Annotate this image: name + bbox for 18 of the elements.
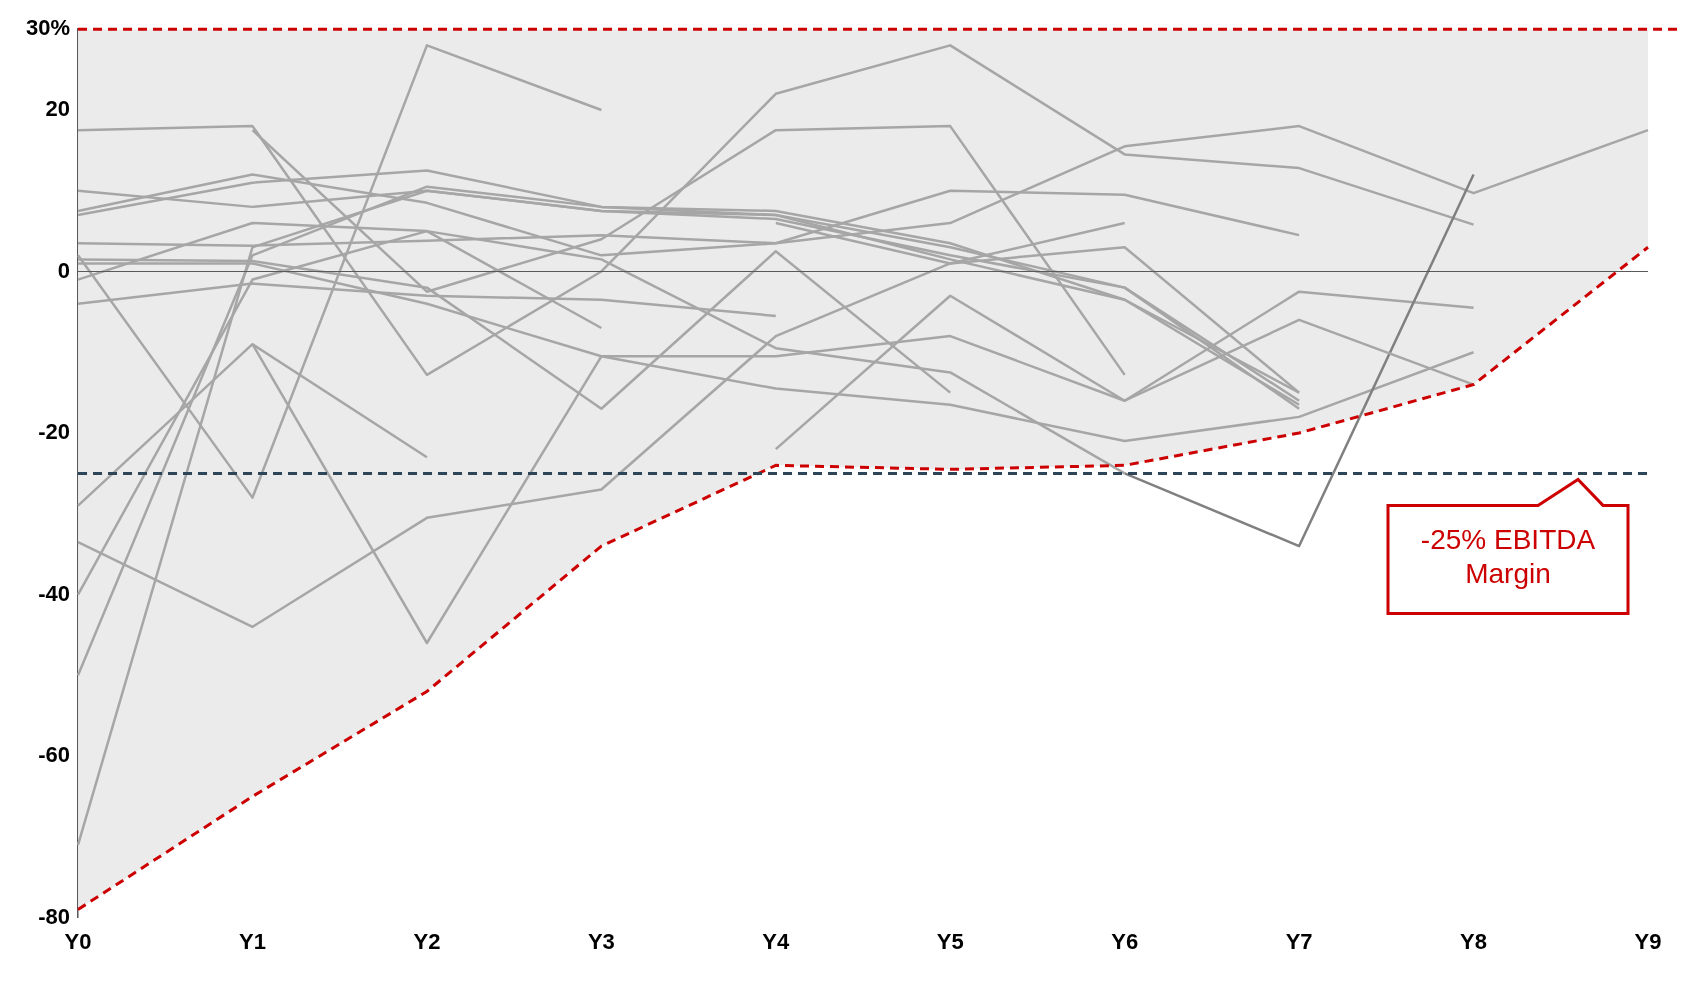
y-tick-label: -60 <box>38 742 71 768</box>
y-tick-label: 20 <box>45 96 71 122</box>
y-tick-label: -20 <box>38 419 71 445</box>
x-tick-label: Y2 <box>413 928 441 954</box>
x-tick-label: Y4 <box>762 928 791 954</box>
ref-line-label: -25% EBITDA Margin <box>1420 524 1596 590</box>
x-tick-label: Y3 <box>587 928 615 954</box>
x-tick-label: Y7 <box>1285 928 1313 954</box>
x-tick-label: Y9 <box>1634 928 1662 954</box>
x-tick-label: Y0 <box>64 928 92 954</box>
y-tick-label: -80 <box>38 903 71 929</box>
x-tick-label: Y1 <box>239 928 266 954</box>
x-tick-label: Y5 <box>936 928 964 954</box>
y-tick-label: 0 <box>57 257 71 283</box>
y-tick-label: 30% <box>25 15 71 41</box>
x-tick-label: Y6 <box>1111 928 1139 954</box>
y-tick-label: -40 <box>38 580 71 606</box>
x-tick-label: Y8 <box>1460 928 1488 954</box>
